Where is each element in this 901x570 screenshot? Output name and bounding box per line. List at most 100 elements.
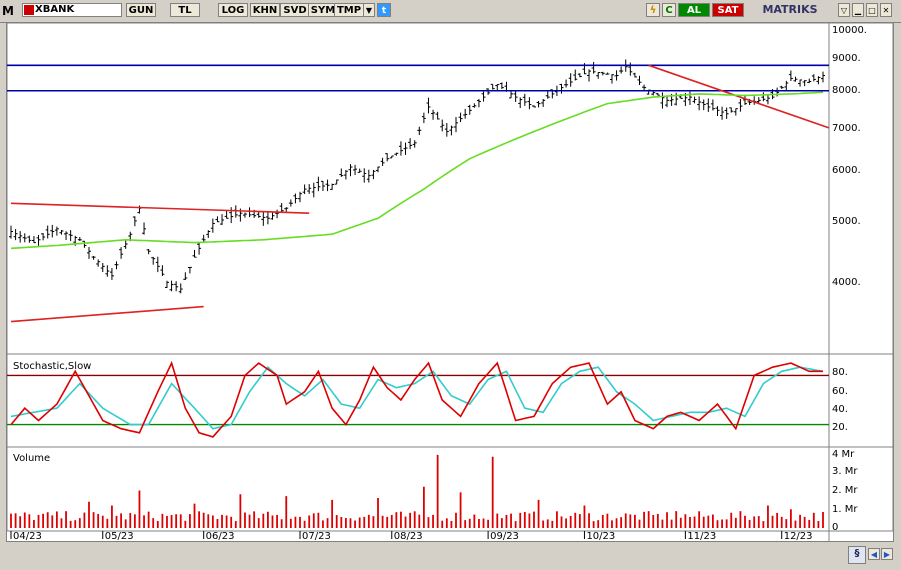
price-bar bbox=[765, 94, 770, 105]
price-bar bbox=[353, 164, 358, 175]
symbol-input[interactable]: XBANK bbox=[22, 3, 122, 17]
price-bar bbox=[453, 117, 458, 133]
price-bar bbox=[605, 72, 610, 75]
twitter-icon[interactable]: t bbox=[377, 3, 391, 17]
price-bar bbox=[36, 234, 41, 246]
price-tick-4000: 4000. bbox=[832, 277, 861, 288]
collapse-icon[interactable]: ▽ bbox=[838, 3, 850, 17]
stochastic-series bbox=[7, 360, 829, 438]
price-bar bbox=[412, 140, 417, 148]
volume-tick-2: 2. Mr bbox=[832, 485, 858, 496]
symbol-flag-icon bbox=[24, 5, 34, 15]
scroll-right-icon[interactable]: ▶ bbox=[881, 548, 893, 560]
x-label: 11/23 bbox=[687, 531, 716, 541]
price-bar bbox=[178, 283, 183, 294]
price-tick-8000: 8000. bbox=[832, 85, 861, 96]
price-bar bbox=[632, 72, 637, 78]
price-bar bbox=[697, 96, 702, 111]
svd-button[interactable]: SVD bbox=[280, 3, 310, 17]
trend-line-0 bbox=[10, 202, 310, 214]
stochastic-title: Stochastic,Slow bbox=[13, 361, 91, 372]
price-bar bbox=[403, 142, 408, 155]
price-bar bbox=[495, 84, 500, 91]
price-bar bbox=[522, 93, 527, 106]
price-bar bbox=[183, 272, 188, 281]
trend-line-1 bbox=[10, 305, 204, 323]
close-icon[interactable]: ✕ bbox=[880, 3, 892, 17]
price-bar bbox=[151, 256, 156, 265]
price-bar bbox=[27, 235, 32, 243]
price-bar bbox=[270, 211, 275, 220]
volume-tick-0: 0 bbox=[832, 522, 838, 533]
price-bar bbox=[637, 75, 642, 86]
price-bar bbox=[743, 94, 748, 105]
price-bar bbox=[275, 209, 280, 219]
price-bar bbox=[559, 83, 564, 94]
price-bar bbox=[807, 78, 812, 84]
stoch-tick-40: 40. bbox=[832, 404, 848, 415]
x-label: 10/23 bbox=[586, 531, 615, 541]
price-bar bbox=[174, 281, 179, 292]
currency-button[interactable]: TL bbox=[170, 3, 200, 17]
price-bar bbox=[160, 265, 165, 277]
price-bar bbox=[343, 169, 348, 180]
price-bar bbox=[715, 106, 720, 116]
price-bar bbox=[577, 73, 582, 78]
refresh-icon[interactable]: C bbox=[662, 3, 676, 17]
price-bar bbox=[371, 169, 376, 180]
dropdown-arrow-icon[interactable]: ▼ bbox=[363, 3, 375, 17]
price-bar bbox=[316, 176, 321, 192]
price-bar bbox=[91, 255, 96, 260]
price-bar bbox=[311, 182, 316, 198]
price-bar bbox=[376, 166, 381, 173]
stoch-k-line bbox=[10, 360, 823, 438]
tmp-button[interactable]: TMP bbox=[334, 3, 364, 17]
price-bar bbox=[655, 92, 660, 96]
price-bar bbox=[54, 226, 59, 236]
price-bar bbox=[568, 73, 573, 87]
price-bar bbox=[146, 248, 151, 255]
price-tick-5000: 5000. bbox=[832, 216, 861, 227]
price-bar bbox=[169, 280, 174, 292]
maximize-icon[interactable]: □ bbox=[866, 3, 878, 17]
bottom-bar: § ◀ ▶ bbox=[0, 542, 901, 570]
log-button[interactable]: LOG bbox=[218, 3, 248, 17]
period-button[interactable]: GUN bbox=[126, 3, 156, 17]
price-bar bbox=[100, 262, 105, 273]
price-bar bbox=[531, 105, 536, 108]
sell-button[interactable]: SAT bbox=[712, 3, 744, 17]
buy-button[interactable]: AL bbox=[678, 3, 710, 17]
price-bar bbox=[339, 168, 344, 177]
price-bar bbox=[421, 112, 426, 124]
price-bar bbox=[279, 203, 284, 212]
x-label: 12/23 bbox=[784, 531, 813, 541]
brand-label: MATRIKS bbox=[750, 3, 830, 17]
moving-average-line bbox=[10, 91, 824, 250]
price-bar bbox=[82, 240, 87, 248]
price-bar bbox=[320, 180, 325, 191]
autoscroll-icon[interactable]: § bbox=[848, 546, 866, 564]
lightning-icon[interactable]: ϟ bbox=[646, 3, 660, 17]
price-bar bbox=[541, 98, 546, 107]
minimize-icon[interactable]: ▁ bbox=[852, 3, 864, 17]
price-bar bbox=[192, 249, 197, 258]
chart-svg[interactable]: Stochastic,Slow Volume 10000. 9000. 8000… bbox=[6, 22, 894, 542]
price-bar bbox=[142, 222, 147, 235]
price-bar bbox=[13, 229, 18, 241]
trend-line-2 bbox=[648, 64, 830, 129]
price-bar bbox=[50, 224, 55, 238]
price-bar bbox=[298, 191, 303, 203]
price-bar bbox=[431, 109, 436, 120]
price-bar bbox=[587, 69, 592, 82]
price-bar bbox=[472, 103, 477, 108]
price-bar bbox=[816, 76, 821, 85]
price-bar bbox=[614, 70, 619, 81]
price-bar bbox=[444, 123, 449, 137]
price-tick-9000: 9000. bbox=[832, 53, 861, 64]
price-bar bbox=[596, 72, 601, 79]
khn-button[interactable]: KHN bbox=[250, 3, 280, 17]
volume-title: Volume bbox=[13, 453, 50, 464]
x-label: 06/23 bbox=[206, 531, 235, 541]
scroll-left-icon[interactable]: ◀ bbox=[868, 548, 880, 560]
chart-area[interactable]: Stochastic,Slow Volume 10000. 9000. 8000… bbox=[6, 22, 894, 542]
